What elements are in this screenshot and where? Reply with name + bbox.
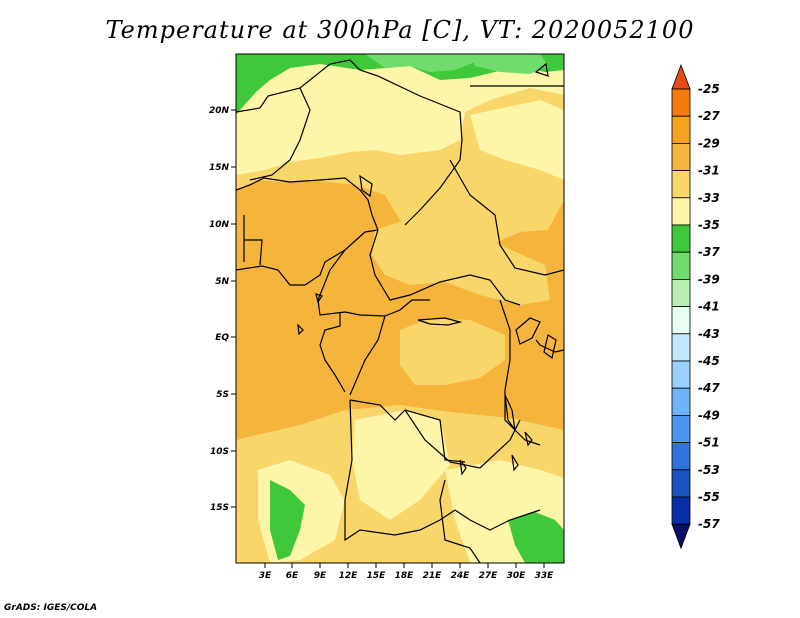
colorbar-segment: [671, 360, 691, 389]
map-field: [236, 54, 564, 563]
lakes: [297, 62, 557, 476]
lat-label: 10S: [210, 447, 229, 457]
lon-label: 18E: [395, 571, 415, 581]
colorbar-label: -25: [698, 82, 720, 96]
field-green-southwest: [270, 480, 305, 560]
colorbar-label: -33: [698, 191, 720, 205]
colorbar-segment: [671, 442, 691, 471]
lat-label: 15S: [210, 503, 229, 513]
colorbar-label: -29: [698, 136, 720, 150]
colorbar-label: -47: [698, 381, 720, 395]
field-light-green-northeast: [470, 54, 548, 74]
colorbar-label: -37: [698, 245, 720, 259]
colorbar: -25 -27 -29 -31 -33 -35 -37 -39 -41 -43 -45 -47 -49 -…: [671, 63, 720, 550]
lon-label: 6E: [286, 571, 299, 581]
field-green-north: [236, 54, 564, 115]
colorbar-segment: [671, 496, 691, 525]
lat-label: 5S: [216, 390, 229, 400]
colorbar-segment: [671, 414, 691, 443]
field-cream-angola: [352, 410, 450, 520]
grads-credit: GrADS: IGES/COLA: [4, 603, 98, 613]
lon-label: 21E: [423, 571, 443, 581]
lat-label: 20N: [209, 106, 230, 116]
colorbar-segment: [671, 115, 691, 144]
field-light-yellow-central: [372, 215, 550, 305]
lat-label: 15N: [209, 163, 230, 173]
field-light-yellow-congo: [400, 318, 505, 385]
lon-label: 9E: [314, 571, 327, 581]
colorbar-label: -39: [698, 272, 720, 286]
map-frame: [235, 53, 565, 564]
lon-label: 24E: [451, 571, 471, 581]
colorbar-label: -35: [698, 218, 720, 232]
colorbar-label: -55: [698, 490, 720, 504]
field-light-green-north: [365, 54, 475, 72]
colorbar-label: -49: [698, 408, 720, 422]
colorbar-segment: [671, 333, 691, 362]
colorbar-label: -43: [698, 327, 720, 341]
colorbar-segment: [671, 278, 691, 307]
lon-label: 27E: [479, 571, 499, 581]
colorbar-segment: [671, 387, 691, 416]
lat-label: 5N: [215, 277, 229, 287]
colorbar-segment: [671, 197, 691, 226]
lon-label: 33E: [535, 571, 555, 581]
lat-label: 10N: [209, 220, 230, 230]
colorbar-label: -41: [698, 300, 720, 314]
lon-label: 15E: [367, 571, 387, 581]
colorbar-label: -45: [698, 354, 720, 368]
colorbar-label: -57: [698, 517, 720, 531]
country-borders: [236, 59, 564, 563]
lon-label: 12E: [339, 571, 359, 581]
colorbar-segment: [671, 63, 691, 90]
lon-label: 30E: [507, 571, 527, 581]
lon-axis: 3E 6E 9E 12E 15E 18E 21E 24E 27E 30E 33E: [259, 563, 554, 581]
field-green-southeast: [508, 512, 564, 563]
colorbar-segment: [671, 523, 691, 550]
colorbar-segment: [671, 251, 691, 280]
field-cream-northeast: [470, 100, 564, 180]
colorbar-segment: [671, 88, 691, 117]
colorbar-label: -51: [698, 436, 720, 450]
lon-label: 3E: [259, 571, 272, 581]
lat-axis: 20N 15N 10N 5N EQ 5S 10S 15S: [209, 106, 236, 513]
colorbar-label: -27: [698, 109, 720, 123]
colorbar-segment: [671, 306, 691, 335]
colorbar-label: -31: [698, 164, 720, 178]
lat-label: EQ: [215, 333, 229, 343]
field-cream-north: [236, 54, 564, 175]
colorbar-label: -53: [698, 463, 720, 477]
map-title: Temperature at 300hPa [C], VT: 202005210…: [105, 16, 695, 44]
colorbar-segment: [671, 170, 691, 199]
colorbar-segment: [671, 469, 691, 498]
colorbar-segment: [671, 142, 691, 171]
colorbar-segment: [671, 224, 691, 253]
